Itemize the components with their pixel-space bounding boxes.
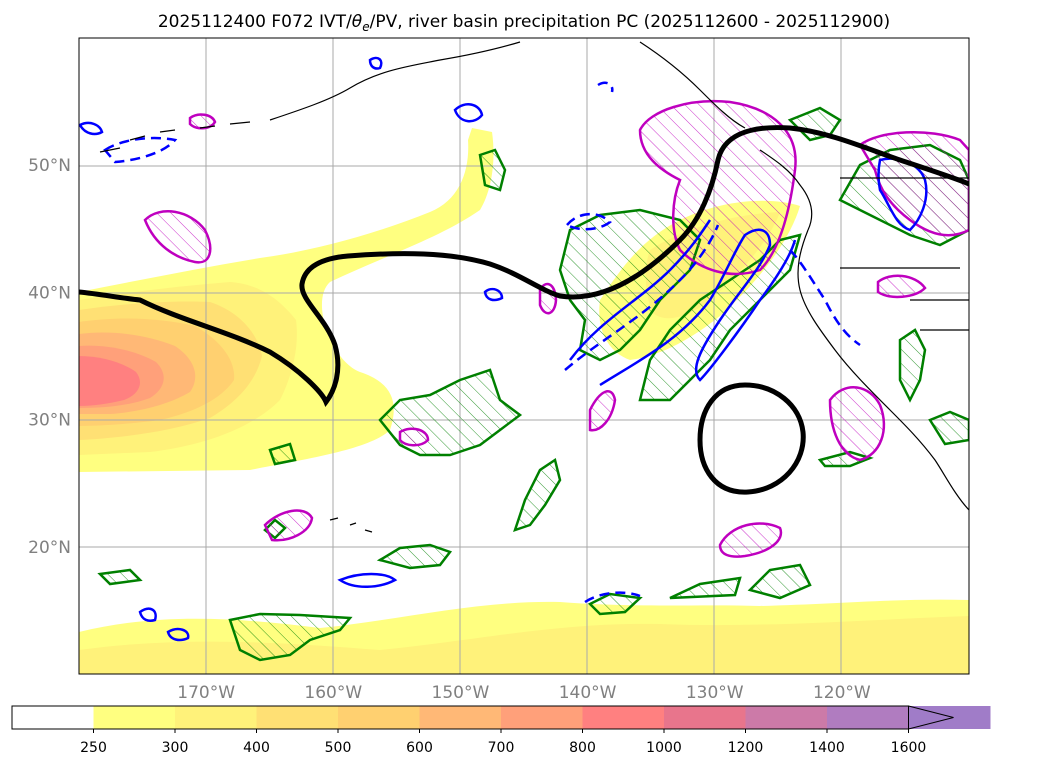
colorbar-segment (419, 706, 502, 729)
colorbar-segment (745, 706, 828, 729)
precip-magenta-area (398, 427, 430, 447)
theta-e-contour (565, 212, 612, 231)
longitude-tick-label: 140°W (559, 683, 617, 703)
precip-magenta-area (143, 210, 212, 264)
latitude-tick-label: 20°N (28, 538, 71, 558)
colorbar-segment (501, 706, 583, 729)
latitude-tick-label: 50°N (28, 156, 71, 176)
longitude-tick-label: 150°W (432, 683, 490, 703)
theta-e-contour (599, 228, 797, 387)
precip-green-area (587, 592, 643, 616)
longitude-labels: 170°W 160°W 150°W 140°W 130°W 120°W (177, 683, 871, 703)
title-suffix: /PV, river basin precipitation PC (20251… (370, 12, 891, 32)
precip-green-area (97, 568, 143, 586)
coastline-alaska (269, 41, 813, 231)
ivt-shading (79, 128, 969, 674)
colorbar-segment (256, 706, 339, 729)
precip-green-area (228, 612, 353, 662)
theta-e-contour (337, 572, 398, 588)
theta-e-contour (584, 591, 641, 604)
theta-e-contour (564, 224, 720, 371)
map-frame (78, 37, 970, 675)
theta-e-contour (483, 287, 504, 302)
theta-e-contour (569, 219, 712, 361)
precip-green-area (747, 563, 812, 600)
precip-green-area (268, 442, 297, 466)
graticule (79, 38, 969, 674)
theta-e-contour (166, 627, 190, 642)
coastline-us-west (797, 229, 969, 511)
colorbar-tick-label: 800 (569, 740, 596, 756)
precip-green-area (376, 543, 453, 570)
colorbar-tick-label: 400 (243, 740, 270, 756)
theta-e-contour (453, 103, 484, 123)
colorbar-tick-label: 500 (325, 740, 352, 756)
longitude-tick-label: 130°W (686, 683, 744, 703)
precip-green-area (669, 576, 742, 600)
precip-magenta-area (876, 274, 927, 299)
longitude-tick-label: 120°W (813, 683, 871, 703)
colorbar-segment (175, 706, 257, 729)
colorbar-segment (93, 706, 176, 729)
coastline-aleutians (99, 121, 251, 153)
precip-magenta-area (188, 113, 217, 130)
colorbar-tick-label: 600 (406, 740, 433, 756)
colorbar-tick-label: 1400 (809, 740, 845, 756)
theta-e-contour (877, 157, 928, 232)
colorbar-tick-label: 1000 (646, 740, 682, 756)
pv-contours (79, 125, 969, 495)
coastlines (99, 41, 969, 533)
theta-e-contour (103, 136, 178, 164)
title-prefix: 2025112400 F072 IVT/ (158, 12, 352, 32)
longitude-tick-label: 160°W (304, 683, 362, 703)
border-lines (840, 177, 969, 331)
theta-e-contours (79, 56, 928, 642)
precip-magenta-area (588, 390, 617, 432)
title-theta-sub: e (362, 20, 369, 34)
colorbar-segment (12, 706, 94, 729)
latitude-labels: 50°N 40°N 30°N 20°N (28, 156, 71, 558)
colorbar-tick-label: 300 (162, 740, 189, 756)
ivt-fill-level-2c (79, 616, 969, 674)
precip-magenta-area (828, 386, 886, 462)
colorbar-segment (338, 706, 420, 729)
map-panel (79, 38, 969, 674)
precip-magenta-area (718, 522, 783, 558)
precip-green-area (478, 148, 507, 192)
latitude-tick-label: 40°N (28, 283, 71, 303)
theta-e-contour (138, 607, 157, 622)
theta-e-contour (789, 249, 861, 347)
pv-contour (79, 125, 969, 408)
colorbar-outline (11, 705, 909, 730)
precip-green-area (513, 457, 562, 532)
colorbar-segment (827, 706, 909, 729)
figure-title: 2025112400 F072 IVT/θe/PV, river basin p… (158, 12, 890, 34)
precip-magenta-area (263, 509, 314, 542)
pv-contour (697, 382, 806, 495)
ivt-fill-level-7 (79, 356, 140, 406)
title-theta: θ (352, 12, 363, 32)
colorbar: 250 300 400 500 600 700 800 1000 1200 1400 1600 (11, 705, 991, 756)
colorbar-segment (664, 706, 746, 729)
precip-green-area (928, 410, 969, 446)
colorbar-tick-label: 700 (488, 740, 515, 756)
longitude-tick-label: 170°W (177, 683, 235, 703)
colorbar-tick-label: 1200 (728, 740, 764, 756)
theta-e-contour (597, 81, 614, 93)
precip-green-area (898, 328, 927, 403)
colorbar-extend-arrow (908, 705, 954, 730)
latitude-tick-label: 30°N (28, 411, 71, 431)
theta-e-contour (79, 121, 104, 136)
colorbar-tick-label: 1600 (891, 740, 927, 756)
colorbar-segment (582, 706, 665, 729)
hawaii-islands (329, 517, 373, 533)
theta-e-contour (368, 56, 383, 70)
colorbar-tick-label: 250 (80, 740, 107, 756)
